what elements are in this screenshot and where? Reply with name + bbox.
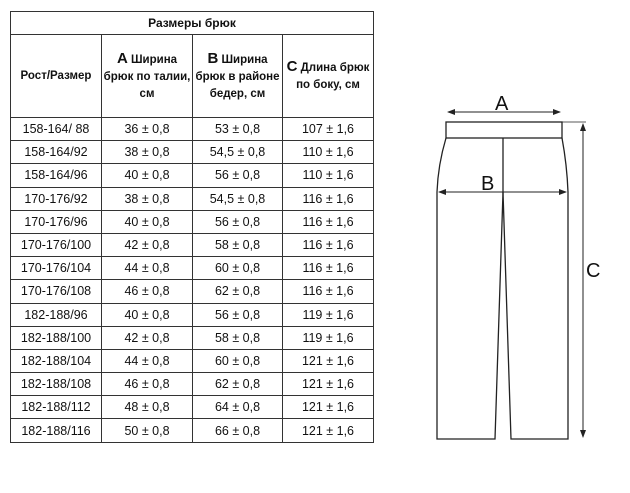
waist-cell: 40 ± 0,8 [101, 302, 193, 327]
header-size: Рост/Размер [10, 34, 102, 118]
waist-cell: 50 ± 0,8 [101, 418, 193, 443]
table-row: 170-176/92 38 ± 0,8 54,5 ± 0,8 116 ± 1,6 [10, 186, 374, 211]
length-cell: 121 ± 1,6 [282, 348, 374, 374]
table-row: 182-188/112 48 ± 0,8 64 ± 0,8 121 ± 1,6 [10, 395, 374, 420]
length-cell: 116 ± 1,6 [282, 186, 374, 211]
pants-outline [436, 121, 569, 440]
header-b: В Ширина брюк в районе бедер, см [192, 34, 283, 118]
label-c: C [586, 260, 600, 282]
table-row: 158-164/ 88 36 ± 0,8 53 ± 0,8 107 ± 1,6 [10, 116, 374, 142]
length-cell: 121 ± 1,6 [282, 418, 374, 443]
header-text: Длина брюк по боку, см [296, 62, 370, 91]
table-row: 182-188/116 50 ± 0,8 66 ± 0,8 121 ± 1,6 [10, 418, 374, 443]
length-cell: 119 ± 1,6 [282, 325, 374, 350]
header-text: Ширина брюк по талии, см [103, 53, 191, 100]
size-cell: 170-176/108 [10, 279, 102, 304]
size-cell: 182-188/96 [10, 302, 102, 327]
header-text: Рост/Размер [20, 69, 92, 82]
header-letter: С [286, 58, 298, 75]
length-cell: 107 ± 1,6 [282, 116, 374, 142]
table-row: 158-164/96 40 ± 0,8 56 ± 0,8 110 ± 1,6 [10, 163, 374, 188]
label-a: A [495, 93, 509, 115]
waist-cell: 36 ± 0,8 [101, 116, 193, 142]
header-letter: В [207, 49, 219, 67]
size-cell: 158-164/ 88 [10, 116, 102, 142]
hip-cell: 58 ± 0,8 [192, 232, 283, 258]
hip-cell: 64 ± 0,8 [192, 395, 283, 420]
waist-cell: 42 ± 0,8 [101, 232, 193, 258]
waist-cell: 48 ± 0,8 [101, 395, 193, 420]
table-row: 170-176/108 46 ± 0,8 62 ± 0,8 116 ± 1,6 [10, 279, 374, 304]
hip-cell: 54,5 ± 0,8 [192, 186, 283, 211]
table-row: 170-176/100 42 ± 0,8 58 ± 0,8 116 ± 1,6 [10, 232, 374, 258]
table-title: Размеры брюк [10, 11, 374, 35]
hip-cell: 62 ± 0,8 [192, 372, 283, 397]
label-b: B [481, 173, 494, 195]
header-text: Ширина брюк в районе бедер, см [195, 53, 280, 100]
size-cell: 170-176/96 [10, 209, 102, 234]
length-cell: 116 ± 1,6 [282, 279, 374, 304]
waist-cell: 40 ± 0,8 [101, 163, 193, 188]
waist-cell: 46 ± 0,8 [101, 372, 193, 397]
waist-cell: 44 ± 0,8 [101, 348, 193, 374]
size-cell: 182-188/112 [10, 395, 102, 420]
hip-cell: 54,5 ± 0,8 [192, 140, 283, 165]
size-cell: 182-188/116 [10, 418, 102, 443]
waist-cell: 38 ± 0,8 [101, 186, 193, 211]
length-cell: 116 ± 1,6 [282, 256, 374, 281]
hip-cell: 66 ± 0,8 [192, 418, 283, 443]
length-cell: 116 ± 1,6 [282, 232, 374, 258]
length-cell: 119 ± 1,6 [282, 302, 374, 327]
hip-cell: 62 ± 0,8 [192, 279, 283, 304]
size-cell: 170-176/100 [10, 232, 102, 258]
header-letter: А [116, 49, 128, 67]
hip-cell: 58 ± 0,8 [192, 325, 283, 350]
length-cell: 110 ± 1,6 [282, 140, 374, 165]
table-row: 182-188/96 40 ± 0,8 56 ± 0,8 119 ± 1,6 [10, 302, 374, 327]
table-row: 170-176/104 44 ± 0,8 60 ± 0,8 116 ± 1,6 [10, 256, 374, 281]
table-row: 182-188/104 44 ± 0,8 60 ± 0,8 121 ± 1,6 [10, 348, 374, 374]
header-c: С Длина брюк по боку, см [282, 34, 374, 118]
size-table: Размеры брюк Рост/Размер А Ширина брюк п… [10, 11, 374, 443]
